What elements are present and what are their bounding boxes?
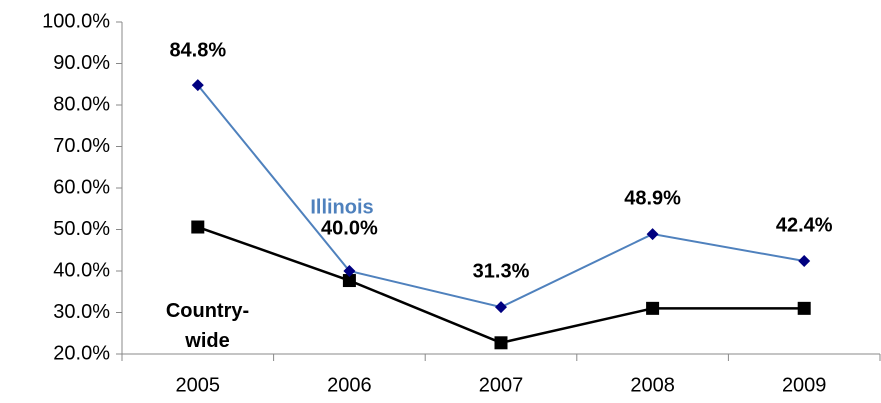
data-label: 42.4% <box>776 214 833 236</box>
marker <box>646 228 659 241</box>
marker <box>646 301 660 315</box>
marker <box>191 79 204 92</box>
y-tick-label: 50.0% <box>53 218 110 240</box>
y-tick-label: 30.0% <box>53 301 110 323</box>
y-tick-label: 60.0% <box>53 176 110 198</box>
y-tick-label: 90.0% <box>53 52 110 74</box>
x-tick-label: 2008 <box>630 374 675 396</box>
x-tick-label: 2007 <box>479 374 524 396</box>
marker <box>494 336 508 350</box>
marker <box>191 220 205 234</box>
data-label: 31.3% <box>473 260 530 282</box>
data-label: 40.0% <box>321 217 378 239</box>
data-label: 84.8% <box>169 39 226 61</box>
y-tick-label: 20.0% <box>53 342 110 364</box>
marker <box>495 301 507 314</box>
y-tick-label: 40.0% <box>53 259 110 281</box>
marker <box>797 301 811 315</box>
marker <box>798 255 811 268</box>
data-label: 48.9% <box>624 187 681 209</box>
marker <box>343 265 356 277</box>
x-tick-label: 2005 <box>176 374 221 396</box>
y-tick-label: 100.0% <box>42 10 110 32</box>
marker <box>342 274 356 288</box>
x-tick-label: 2009 <box>782 374 827 396</box>
series-label: Country-wide <box>165 300 250 352</box>
y-tick-label: 80.0% <box>53 93 110 115</box>
x-tick-label: 2006 <box>327 374 372 396</box>
y-tick-label: 70.0% <box>53 135 110 157</box>
series-label: Illinois <box>310 196 373 218</box>
